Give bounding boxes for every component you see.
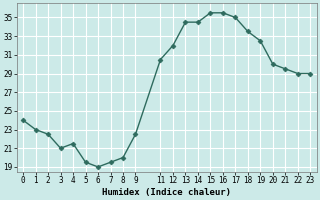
X-axis label: Humidex (Indice chaleur): Humidex (Indice chaleur)	[102, 188, 231, 197]
